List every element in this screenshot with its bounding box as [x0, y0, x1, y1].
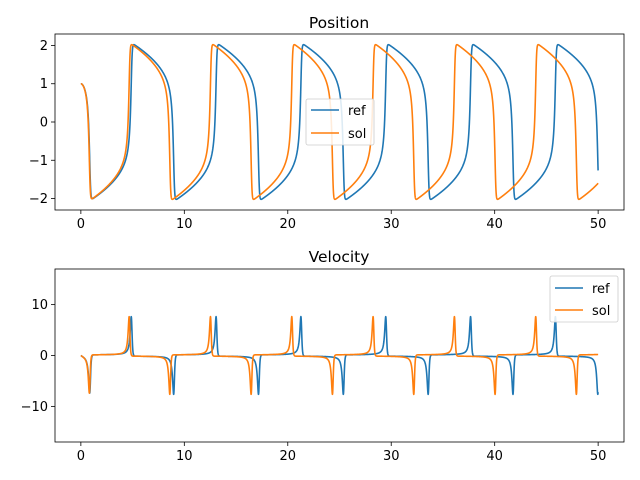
- position-axes-frame: [54, 33, 625, 211]
- velocity-y-tick-label: 10: [31, 298, 48, 313]
- velocity-title: Velocity: [309, 248, 370, 266]
- velocity-legend-ref-label: ref: [592, 282, 610, 297]
- position-y-tick-label: 0: [40, 116, 48, 131]
- position-x-tick-label: 20: [279, 217, 296, 232]
- velocity-ticks: 0 10 20 30 40 50 −10 0 10: [21, 298, 607, 464]
- velocity-x-tick-label: 30: [383, 449, 400, 464]
- position-lines: [80, 43, 599, 201]
- position-x-tick-label: 40: [486, 217, 503, 232]
- velocity-series-ref: [80, 315, 599, 396]
- position-y-tick-label: 1: [40, 77, 48, 92]
- position-x-tick-label: 30: [383, 217, 400, 232]
- position-y-tick-label: −1: [29, 154, 48, 169]
- velocity-x-tick-label: 0: [77, 449, 85, 464]
- position-x-tick-label: 0: [77, 217, 85, 232]
- velocity-legend-sol-label: sol: [592, 304, 610, 319]
- velocity-x-tick-label: 50: [590, 449, 607, 464]
- velocity-y-tick-label: −10: [21, 400, 48, 415]
- position-x-tick-label: 10: [176, 217, 193, 232]
- position-y-tick-label: 2: [40, 39, 48, 54]
- position-series-sol: [80, 43, 599, 201]
- position-subplot: Position 0 10 20 30 40 50 −2 −1 0 1 2 ref sol: [29, 14, 625, 232]
- velocity-x-tick-label: 40: [486, 449, 503, 464]
- velocity-series-sol: [80, 315, 599, 396]
- velocity-axes-frame: [54, 268, 625, 443]
- velocity-subplot: Velocity 0 10 20 30 40 50 −10 0 10 ref sol: [21, 248, 625, 464]
- velocity-lines: [80, 315, 599, 396]
- position-y-tick-label: −2: [29, 192, 48, 207]
- velocity-y-tick-label: 0: [40, 349, 48, 364]
- position-legend-ref-label: ref: [348, 104, 366, 119]
- velocity-x-tick-label: 10: [176, 449, 193, 464]
- position-legend: ref sol: [305, 98, 375, 146]
- velocity-x-tick-label: 20: [279, 449, 296, 464]
- position-title: Position: [309, 14, 369, 32]
- position-x-tick-label: 50: [590, 217, 607, 232]
- position-series-ref: [80, 43, 599, 201]
- position-legend-sol-label: sol: [348, 127, 366, 142]
- position-ticks: 0 10 20 30 40 50 −2 −1 0 1 2: [29, 39, 607, 232]
- velocity-legend: ref sol: [549, 275, 619, 323]
